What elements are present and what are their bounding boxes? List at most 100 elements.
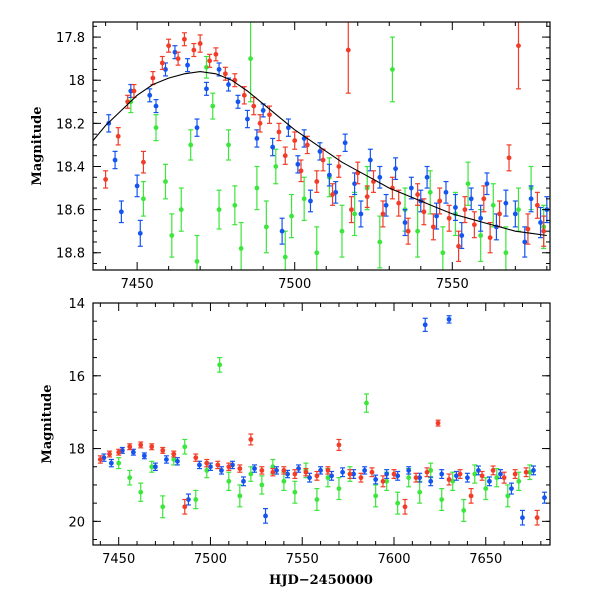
- bottom-red-point: [237, 466, 243, 471]
- bottom-blue-point: [509, 486, 514, 491]
- top-red-point: [241, 92, 247, 98]
- top-red-point: [437, 198, 443, 204]
- bottom-green-point: [193, 497, 199, 502]
- top-blue-point: [216, 67, 222, 72]
- top-green-point: [465, 181, 471, 187]
- bottom-plot-area: [97, 315, 547, 526]
- top-blue-point: [279, 228, 285, 234]
- bottom-red-point: [160, 447, 166, 453]
- bottom-blue-point: [164, 457, 169, 462]
- top-blue-point: [106, 120, 112, 126]
- top-blue-point: [172, 49, 178, 55]
- top-green-point: [188, 142, 194, 148]
- bottom-green-point: [314, 497, 320, 502]
- bottom-x-tick-label: 7650: [469, 552, 502, 567]
- top-panel: 7450 7500 7550 17.8 18 18.2 18.4 18.6 18.8 Magni…: [30, 21, 551, 292]
- top-blue-point: [453, 205, 458, 210]
- bottom-red-point: [281, 467, 287, 473]
- top-model-curve: [93, 71, 547, 237]
- bottom-y-tick-label: 18: [68, 443, 85, 458]
- bottom-red-point: [248, 437, 254, 442]
- top-green-point: [141, 196, 146, 202]
- bottom-red-point: [391, 471, 397, 477]
- top-red-point: [396, 200, 402, 206]
- top-blue-point: [286, 125, 291, 131]
- bottom-y-tick-label: 14: [68, 297, 85, 312]
- bottom-red-point: [116, 449, 122, 455]
- top-blue-point: [393, 166, 398, 172]
- bottom-green-point: [248, 471, 254, 477]
- top-blue-point: [512, 211, 518, 217]
- bottom-green-point: [226, 478, 232, 484]
- bottom-blue-point: [373, 477, 379, 482]
- bottom-blue-point: [307, 475, 312, 481]
- top-y-tick-label: 18.8: [56, 247, 85, 262]
- top-y-tick-label: 18.2: [56, 117, 85, 132]
- bottom-blue-point: [498, 471, 503, 477]
- top-green-point: [248, 56, 253, 62]
- bottom-green-point: [373, 493, 379, 499]
- top-red-point: [330, 192, 335, 197]
- bottom-blue-point: [439, 471, 445, 477]
- bottom-blue-point: [428, 478, 434, 484]
- bottom-green-point: [204, 467, 210, 473]
- top-green-point: [163, 179, 168, 184]
- top-blue-point: [522, 239, 528, 245]
- top-y-tick-label: 17.8: [56, 31, 85, 46]
- top-green-point: [216, 207, 222, 213]
- top-x-tick-label: 7450: [121, 277, 154, 292]
- bottom-blue-point: [417, 475, 423, 481]
- top-green-point: [490, 202, 496, 208]
- top-red-point: [415, 192, 421, 197]
- bottom-red-point: [413, 475, 419, 481]
- bottom-red-point: [303, 469, 309, 475]
- top-blue-point: [134, 183, 140, 189]
- bottom-red-point: [468, 493, 474, 499]
- bottom-x-tick-label: 7500: [194, 552, 227, 567]
- bottom-green-point: [527, 469, 533, 475]
- top-blue-point: [194, 125, 200, 131]
- bottom-red-point: [490, 467, 496, 473]
- top-green-point: [314, 250, 320, 256]
- top-green-point: [352, 211, 357, 217]
- top-blue-point: [185, 62, 190, 68]
- bottom-red-point: [534, 515, 540, 521]
- bottom-red-point: [182, 504, 188, 510]
- top-blue-point: [424, 174, 430, 180]
- top-green-point: [427, 189, 433, 195]
- bottom-green-point: [505, 493, 511, 499]
- bottom-red-point: [380, 478, 386, 484]
- bottom-red-point: [107, 451, 112, 457]
- bottom-blue-point: [384, 471, 390, 477]
- bottom-blue-point: [153, 464, 158, 470]
- top-y-tick-label: 18.6: [56, 204, 85, 219]
- bottom-blue-point: [351, 471, 357, 477]
- top-red-point: [115, 133, 121, 139]
- bottom-red-point: [270, 469, 276, 475]
- bottom-red-point: [138, 442, 144, 448]
- bottom-panel: 7450 7500 7550 7600 7650 14 16 18 20 Magnitude H…: [40, 297, 551, 588]
- bottom-red-point: [149, 444, 155, 450]
- bottom-red-point: [97, 457, 103, 462]
- bottom-green-point: [270, 464, 276, 470]
- top-red-point: [364, 194, 370, 200]
- bottom-blue-point: [453, 473, 459, 479]
- top-red-point: [314, 179, 320, 184]
- bottom-red-point: [259, 467, 265, 473]
- top-blue-point: [137, 230, 143, 236]
- top-blue-point: [245, 116, 250, 122]
- bottom-red-point: [347, 471, 353, 477]
- bottom-blue-point: [329, 473, 334, 479]
- bottom-series-red: [97, 419, 540, 526]
- bottom-axes: 7450 7500 7550 7600 7650 14 16 18 20: [68, 297, 550, 567]
- top-red-point: [282, 153, 288, 159]
- top-red-point: [257, 120, 263, 126]
- bottom-blue-point: [208, 464, 213, 470]
- top-blue-point: [147, 92, 153, 98]
- bottom-red-point: [226, 464, 232, 470]
- top-blue-point: [270, 144, 276, 150]
- top-green-point: [210, 103, 216, 109]
- top-blue-point: [478, 215, 484, 221]
- top-red-point: [298, 168, 304, 174]
